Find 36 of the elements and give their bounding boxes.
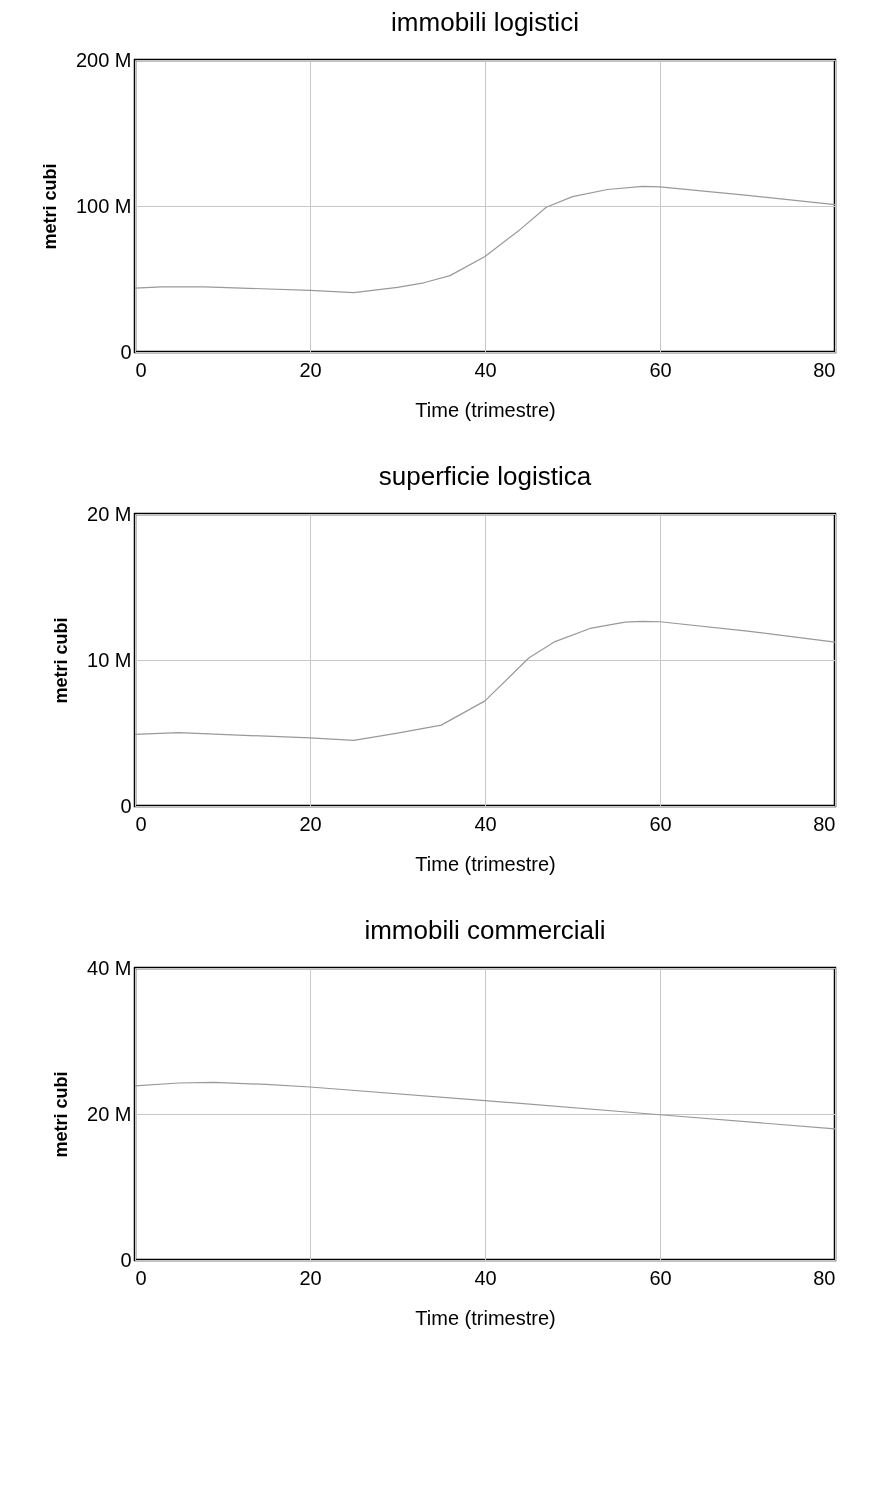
y-tick-label: 40 M [87,956,132,979]
x-tick-label: 40 [474,1266,497,1289]
line-series [134,185,836,294]
y-tick-label: 0 [120,340,132,363]
x-tick-label: 60 [649,812,672,835]
line-series [134,620,836,741]
chart-title: immobili commerciali [364,915,606,945]
x-tick-label: 20 [299,1266,322,1289]
y-tick-label: 0 [120,1248,132,1271]
x-tick-label: 80 [813,812,836,835]
line-series [134,1081,836,1130]
x-tick-label: 80 [813,358,836,381]
y-axis-title: metri cubi [39,163,60,250]
x-tick-label: 0 [135,1266,147,1289]
y-tick-label: 0 [120,794,132,817]
x-tick-label: 40 [474,812,497,835]
y-tick-label: 20 M [87,1102,132,1125]
y-tick-label: 10 M [87,648,132,671]
y-tick-label: 20 M [87,502,132,525]
y-axis-title: metri cubi [51,617,72,704]
chart-title: superficie logistica [378,461,592,491]
x-axis-title: Time (trimestre) [415,1306,556,1329]
x-tick-label: 20 [299,358,322,381]
x-tick-label: 80 [813,1266,836,1289]
y-tick-label: 200 M [75,48,132,71]
x-axis-title: Time (trimestre) [415,398,556,421]
x-tick-label: 0 [135,358,147,381]
x-tick-label: 0 [135,812,147,835]
x-tick-label: 60 [649,358,672,381]
x-tick-label: 60 [649,1266,672,1289]
y-tick-label: 100 M [75,194,132,217]
chart-title: immobili logistici [391,7,579,37]
x-tick-label: 40 [474,358,497,381]
x-tick-label: 20 [299,812,322,835]
x-axis-title: Time (trimestre) [415,852,556,875]
y-axis-title: metri cubi [51,1071,72,1158]
